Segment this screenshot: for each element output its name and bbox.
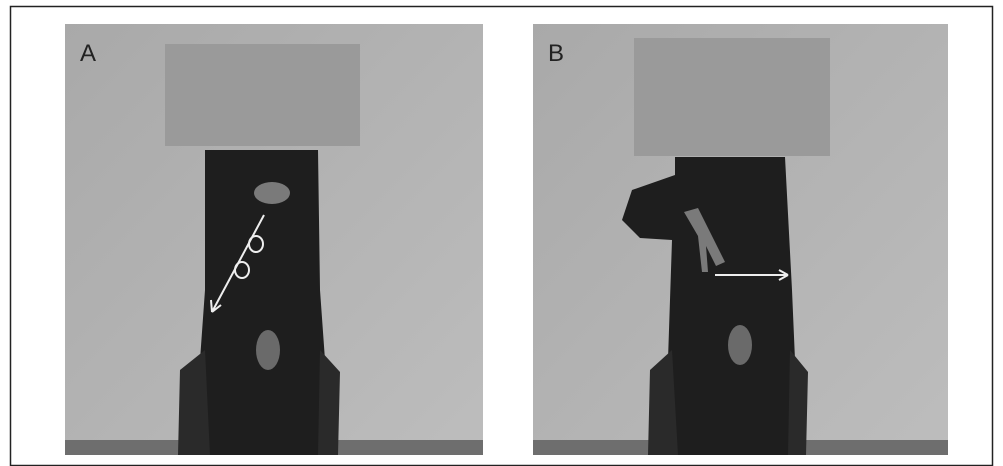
torso bbox=[622, 157, 795, 455]
hand bbox=[254, 182, 290, 204]
panel-label: A bbox=[80, 40, 96, 67]
hand bbox=[256, 330, 280, 370]
face-blur bbox=[634, 38, 830, 156]
torso bbox=[200, 150, 325, 455]
face-blur bbox=[165, 44, 360, 146]
hand bbox=[684, 208, 725, 272]
panel-a: A bbox=[65, 24, 483, 455]
chair bbox=[648, 350, 808, 455]
hand bbox=[728, 325, 752, 365]
chair bbox=[178, 350, 340, 455]
motion-loop bbox=[234, 261, 250, 279]
panel-b: B bbox=[533, 24, 948, 455]
motion-loop bbox=[248, 235, 264, 253]
panel-label: B bbox=[548, 40, 564, 67]
motion-arrow bbox=[715, 269, 789, 281]
